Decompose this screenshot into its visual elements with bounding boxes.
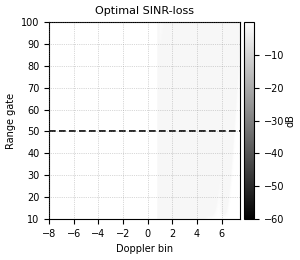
Y-axis label: Range gate: Range gate	[6, 93, 16, 149]
Title: Optimal SINR-loss: Optimal SINR-loss	[95, 5, 194, 16]
Y-axis label: dB: dB	[286, 114, 296, 127]
X-axis label: Doppler bin: Doppler bin	[116, 244, 173, 255]
